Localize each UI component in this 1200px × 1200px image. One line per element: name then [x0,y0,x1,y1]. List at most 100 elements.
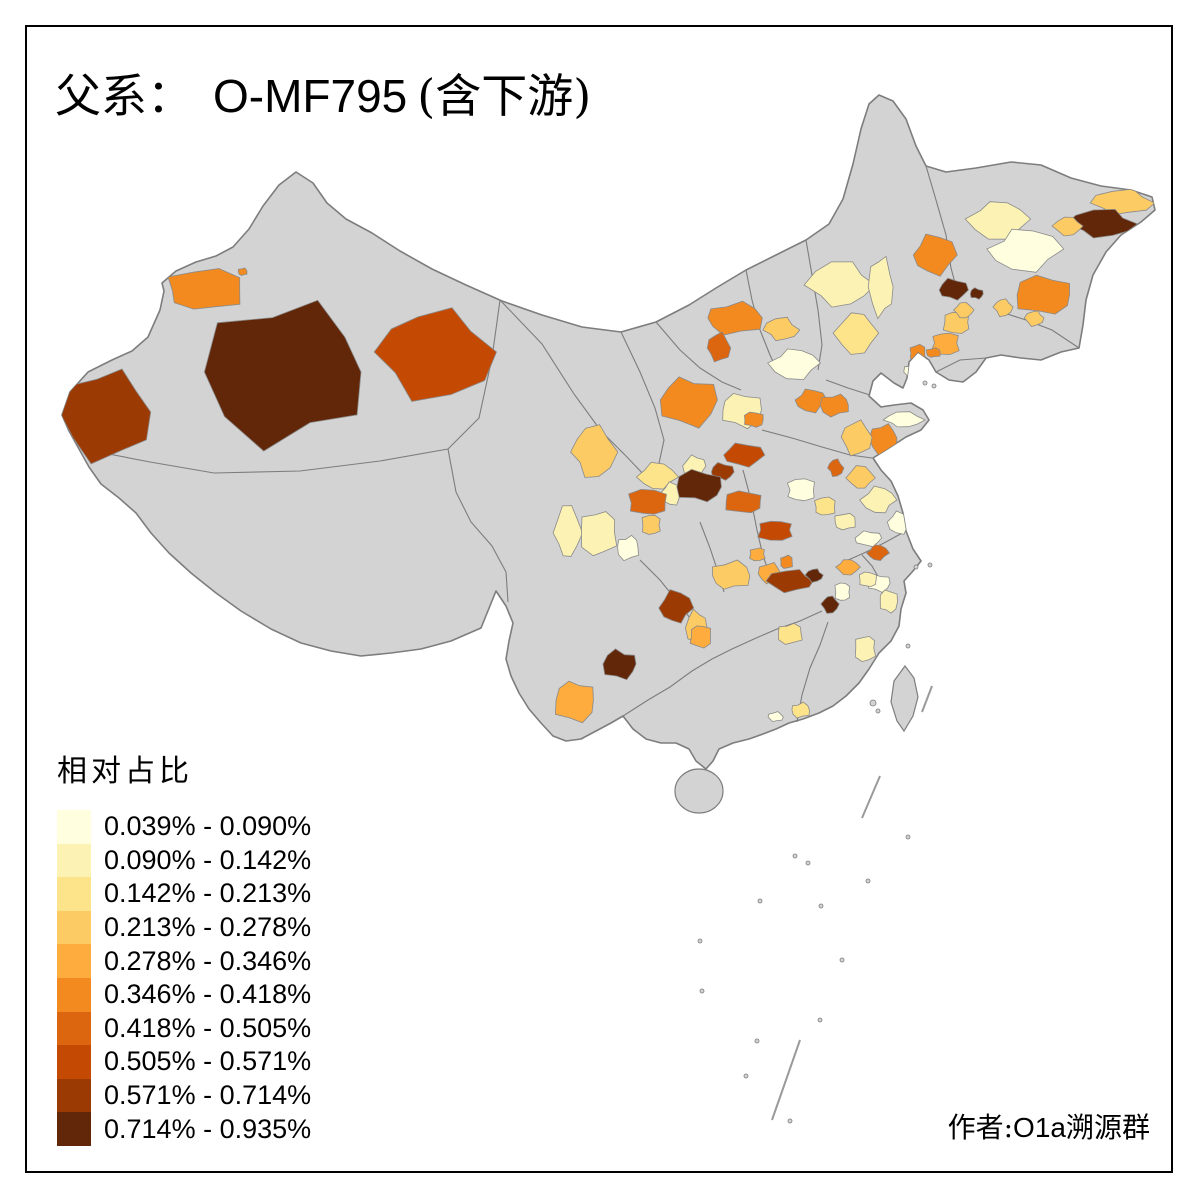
region-blob [706,331,732,363]
legend-class-label: 0.418% - 0.505% [104,1012,312,1043]
province-border-line [620,331,665,469]
legend-class-label: 0.213% - 0.278% [104,912,312,943]
province-border-line [935,357,987,373]
province-border-line [655,321,742,391]
region-blob [832,312,880,355]
region-blob [237,267,248,277]
attribution-zh-prefix: 作者: [947,1111,1014,1144]
region-blob [867,255,894,320]
region-blob [580,511,618,557]
islet [931,383,937,389]
title-zh-prefix: 父系： [55,69,193,123]
legend-row: 0.505% - 0.571% [57,1045,311,1079]
attribution: 作者:O1a溯源群 [948,1106,1150,1146]
legend-swatch [57,944,91,978]
region-blob [827,458,845,478]
province-border-line [447,448,509,603]
region-blob [925,347,941,358]
region-blob [167,268,241,310]
region-blob [882,411,926,428]
island-chain-dash [921,685,933,713]
province-border-line [499,299,647,478]
province-border-line [447,299,501,450]
islet [697,938,703,944]
island-chain-dash [861,775,881,819]
islet [927,562,933,568]
islet [792,853,798,859]
region-blob [986,228,1065,273]
region-blob [819,393,849,418]
hainan-island [674,768,724,814]
legend-row: 0.346% - 0.418% [57,977,312,1012]
attribution-zh-suffix: 溯源群 [1065,1111,1150,1144]
page-title: 父系： O-MF795 (含下游) [55,60,591,126]
region-blob [834,582,851,601]
legend-swatch [57,1112,91,1146]
region-blob [689,625,712,649]
region-blob [1089,188,1155,216]
attribution-latin: O1a [1013,1112,1066,1143]
legend-swatch [57,810,91,844]
legend-row: 0.571% - 0.714% [57,1078,312,1113]
region-blob [845,465,876,489]
region-blob [835,559,861,576]
legend-class-label: 0.142% - 0.213% [104,878,312,909]
region-blob [723,442,766,468]
legend-row: 0.039% - 0.090% [57,810,311,844]
province-border-line [1000,311,1080,349]
legend-class-label: 0.505% - 0.571% [104,1046,312,1077]
region-blob [854,635,876,663]
province-border-line [742,469,771,576]
islet [922,380,928,386]
islet [839,957,845,963]
title-zh-suffix: (含下游) [417,69,592,123]
region-blob [820,595,840,614]
region-blob [762,316,801,342]
islet [875,708,881,714]
legend-swatch [57,977,91,1012]
islet [805,860,811,866]
legend-class-label: 0.346% - 0.418% [104,979,312,1010]
region-blob [780,554,793,569]
region-blob [617,534,639,562]
region-blob [62,368,152,465]
region-blob [628,488,667,515]
province-border-line [925,165,959,295]
region-blob [1051,216,1084,237]
region-blob [659,376,718,429]
legend-row: 0.714% - 0.935% [57,1112,311,1146]
legend-swatch [57,1078,91,1113]
islet [865,878,871,884]
legend-class-label: 0.571% - 0.714% [104,1080,312,1111]
region-blob [676,468,722,503]
region-blob [912,233,958,277]
region-blob [767,711,784,723]
region-blob [803,261,876,308]
region-blob [765,569,814,594]
island-chain-dash [771,1039,801,1121]
region-blob [641,514,661,535]
region-blob [786,478,815,502]
legend-swatch [57,1011,91,1046]
region-blob [969,287,984,300]
region-blob [749,547,766,562]
region-blob [858,571,877,588]
region-blob [992,298,1014,317]
region-blob [791,701,810,719]
legend-row: 0.278% - 0.346% [57,944,311,978]
islet [817,1017,823,1023]
region-blob [953,301,975,319]
region-blob [635,461,680,490]
legend-rows: 0.039% - 0.090% 0.090% - 0.142% 0.142% - 0… [57,810,311,1146]
taiwan-island [890,664,919,733]
legend-class-label: 0.714% - 0.935% [104,1113,312,1144]
province-border-line [825,379,871,396]
region-blob [879,589,898,614]
islet [699,988,705,994]
legend-row: 0.090% - 0.142% [57,843,312,878]
legend-row: 0.418% - 0.505% [57,1011,312,1046]
legend-swatch [57,843,91,878]
legend-class-label: 0.090% - 0.142% [104,844,312,875]
region-blob [854,530,883,548]
